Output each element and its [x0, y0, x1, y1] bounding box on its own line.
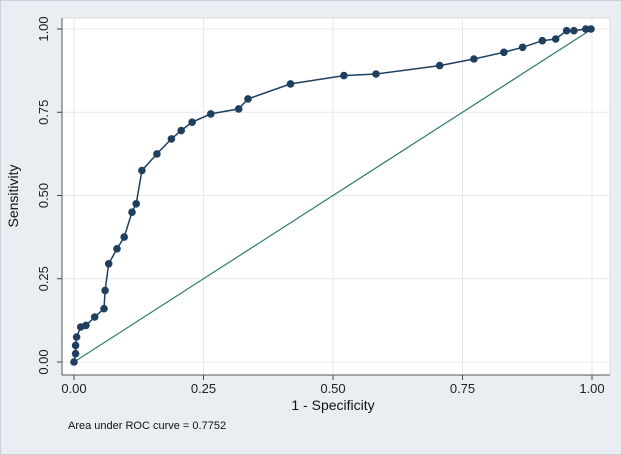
roc-point [128, 208, 136, 216]
roc-point [234, 105, 243, 113]
y-tick-label: 0.75 [36, 100, 51, 125]
roc-point [244, 95, 252, 103]
roc-point [113, 245, 121, 253]
y-axis-title: Sensitivity [5, 164, 21, 227]
roc-point [167, 135, 176, 143]
plot-area [61, 17, 611, 376]
roc-point [82, 321, 90, 330]
roc-point [132, 200, 140, 208]
grid [62, 18, 610, 375]
roc-point [551, 35, 560, 43]
roc-point [518, 43, 527, 52]
roc-point [470, 55, 478, 63]
roc-point [286, 80, 295, 88]
roc-point [101, 286, 109, 295]
roc-curve [70, 25, 595, 366]
roc-point [153, 150, 161, 158]
roc-point [188, 118, 196, 126]
roc-point [72, 333, 81, 341]
roc-point [100, 304, 108, 313]
x-tick-label: 1.00 [579, 381, 604, 396]
roc-point [207, 110, 215, 118]
x-tick-label: 0.75 [450, 381, 475, 396]
x-axis: 0.00 0.25 0.50 0.75 1.00 [61, 374, 610, 396]
x-tick-label: 0.50 [320, 381, 345, 396]
roc-point [500, 48, 508, 57]
y-tick-label: 0.50 [36, 183, 51, 208]
x-axis-title: 1 - Specificity [291, 397, 374, 413]
roc-point [372, 70, 380, 78]
roc-point [435, 61, 444, 70]
y-tick-label: 0.25 [36, 266, 51, 291]
roc-point [138, 166, 146, 175]
roc-point [120, 233, 128, 241]
y-tick-label: 1.00 [36, 16, 51, 41]
roc-point [104, 260, 113, 268]
reference-diagonal [73, 28, 593, 363]
roc-point [70, 358, 78, 366]
roc-point [582, 25, 590, 33]
reference-line [73, 28, 593, 363]
roc-point [562, 26, 571, 35]
roc-point [587, 25, 595, 33]
roc-point [177, 126, 185, 135]
roc-point [71, 349, 80, 358]
roc-point [90, 313, 99, 321]
y-axis: 0.00 0.25 0.50 0.75 1.00 [36, 16, 63, 375]
x-tick-label: 0.25 [191, 381, 216, 396]
roc-point [538, 36, 547, 45]
y-tick-label: 0.00 [36, 349, 51, 374]
x-tick-label: 0.00 [61, 381, 86, 396]
roc-point [340, 71, 348, 80]
auc-annotation: Area under ROC curve = 0.7752 [68, 420, 226, 432]
roc-point [570, 26, 578, 35]
roc-point [71, 341, 80, 350]
